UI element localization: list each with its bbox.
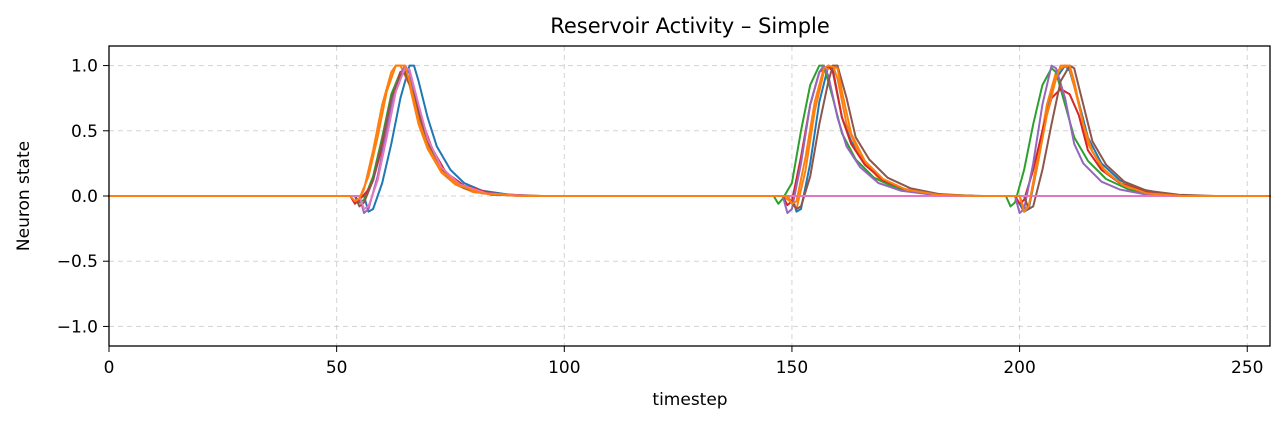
y-tick-label: −1.0 [57, 317, 98, 337]
series-line-5 [108, 64, 1271, 214]
series-line-6 [108, 64, 1271, 210]
y-tick-label: −0.5 [57, 252, 98, 272]
y-axis: −1.0 −0.5 0.0 0.5 1.0 [57, 57, 109, 337]
y-tick-label: 0.5 [71, 122, 98, 142]
y-tick-label: 0.0 [71, 187, 98, 207]
chart-title: Reservoir Activity – Simple [550, 14, 830, 38]
series-line-8 [108, 64, 1271, 213]
x-tick-label: 150 [776, 358, 808, 378]
x-tick-label: 100 [548, 358, 580, 378]
series-line-2 [108, 64, 1271, 210]
series-line-1 [108, 64, 1271, 213]
x-tick-label: 50 [326, 358, 348, 378]
x-axis: 0 50 100 150 200 250 [104, 346, 1263, 378]
series-line-4 [108, 64, 1271, 207]
y-axis-label: Neuron state [14, 141, 34, 251]
x-axis-label: timestep [652, 390, 727, 410]
x-tick-label: 0 [104, 358, 115, 378]
x-tick-label: 200 [1003, 358, 1035, 378]
series-line-3 [108, 64, 1271, 208]
x-tick-label: 250 [1231, 358, 1263, 378]
series-group [108, 64, 1271, 214]
series-line-7 [108, 67, 1271, 210]
y-tick-label: 1.0 [71, 57, 98, 77]
